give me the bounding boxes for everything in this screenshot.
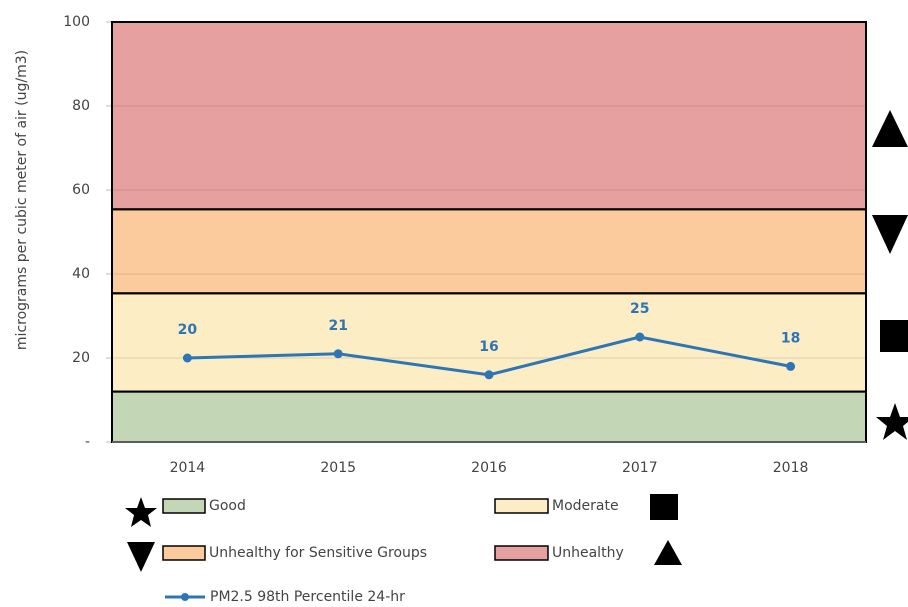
data-label: 20 <box>178 322 198 338</box>
legend-label: Unhealthy <box>552 545 624 561</box>
y-tick-label: - <box>85 434 90 450</box>
aqi-band <box>112 22 866 210</box>
data-label: 25 <box>630 301 649 317</box>
x-tick-label: 2016 <box>471 460 507 476</box>
legend-swatch <box>162 498 206 514</box>
y-axis-label: micrograms per cubic meter of air (ug/m3… <box>14 50 30 350</box>
x-tick-label: 2018 <box>773 460 809 476</box>
legend-swatch <box>494 545 549 561</box>
series-point <box>635 332 645 342</box>
legend-icon-star <box>125 497 157 527</box>
y-tick-label: 40 <box>72 266 90 282</box>
x-tick-label: 2015 <box>320 460 356 476</box>
y-tick-label: 20 <box>72 350 90 366</box>
x-tick-label: 2017 <box>622 460 658 476</box>
legend-point <box>181 593 189 601</box>
series-point <box>333 349 343 359</box>
aqi-band <box>112 209 866 294</box>
legend-icon-square <box>650 494 678 520</box>
icon-star <box>876 403 908 440</box>
y-tick-label: 60 <box>72 182 90 198</box>
aqi-band <box>112 391 866 442</box>
x-tick-label: 2014 <box>170 460 206 476</box>
legend-label: Good <box>209 498 246 514</box>
legend-label: PM2.5 98th Percentile 24-hr <box>210 589 405 605</box>
data-label: 21 <box>328 318 347 334</box>
series-point <box>182 353 192 363</box>
legend-icon-triangle-down <box>127 542 155 572</box>
legend-label: Unhealthy for Sensitive Groups <box>209 545 427 561</box>
series-point <box>484 370 494 380</box>
series-point <box>786 361 796 371</box>
legend-icon-triangle-up <box>654 540 682 565</box>
legend-label: Moderate <box>552 498 619 514</box>
legend-swatch <box>162 545 206 561</box>
legend-swatch <box>494 498 549 514</box>
icon-triangle-down <box>872 215 908 254</box>
y-tick-label: 80 <box>72 98 90 114</box>
aqi-band-border <box>111 21 867 211</box>
data-label: 16 <box>479 339 498 355</box>
data-label: 18 <box>781 330 800 346</box>
icon-triangle-up <box>872 110 908 147</box>
icon-square <box>880 320 908 352</box>
y-tick-label: 100 <box>63 14 90 30</box>
